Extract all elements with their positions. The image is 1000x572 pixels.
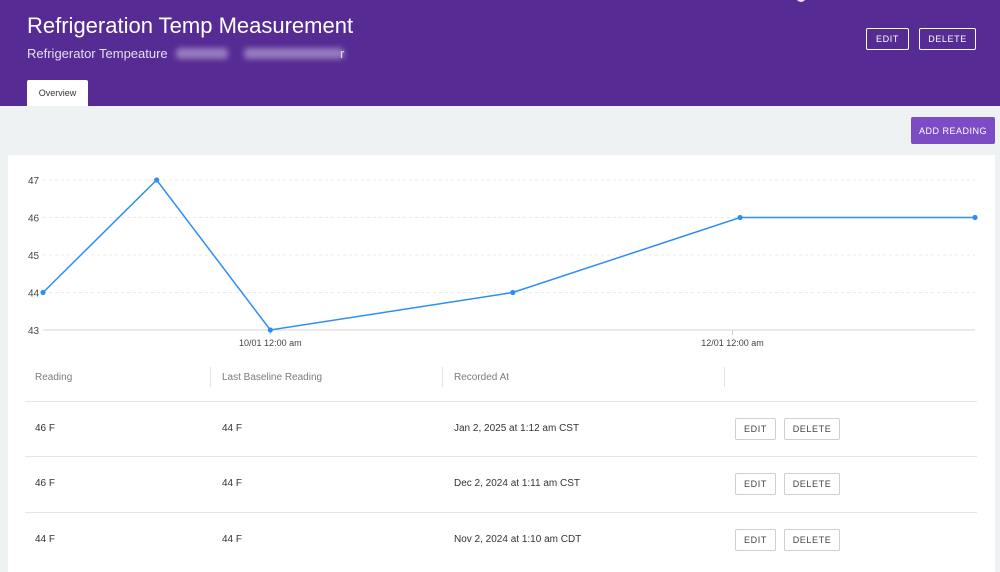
redacted-text-tail: r — [340, 46, 345, 61]
recorded-at-cell: Nov 2, 2024 at 1:10 am CDT — [454, 534, 582, 545]
table-row: 46 F 44 F Dec 2, 2024 at 1:11 am CST EDI… — [25, 456, 977, 511]
page-subtitle: Refrigerator Tempeature — [27, 46, 168, 61]
table-row: 46 F 44 F Jan 2, 2025 at 1:12 am CST EDI… — [25, 401, 977, 456]
series-line — [42, 178, 975, 331]
edit-measurement-button[interactable]: EDIT — [866, 28, 909, 50]
delete-reading-button[interactable]: DELETE — [784, 529, 840, 551]
edit-reading-button[interactable]: EDIT — [735, 529, 776, 551]
redacted-text — [244, 48, 344, 59]
baseline-cell: 44 F — [222, 534, 243, 545]
y-tick-label: 46 — [28, 214, 40, 225]
baseline-cell: 44 F — [222, 423, 243, 434]
readings-card: 43 44 45 46 47 10/01 12:00 am 12/01 12:00 am R… — [8, 155, 995, 572]
data-point — [972, 214, 978, 221]
data-point — [737, 214, 743, 221]
x-tick-label: 12/01 12:00 am — [701, 338, 764, 348]
column-divider — [724, 367, 725, 387]
column-divider — [442, 367, 443, 387]
y-tick-label: 47 — [28, 176, 40, 187]
reading-cell: 46 F — [35, 478, 56, 489]
edit-reading-button[interactable]: EDIT — [735, 473, 776, 495]
edit-reading-button[interactable]: EDIT — [735, 418, 776, 440]
y-tick-label: 44 — [28, 289, 40, 300]
add-reading-button[interactable]: ADD READING — [911, 117, 995, 144]
data-point — [40, 289, 46, 296]
delete-measurement-button[interactable]: DELETE — [919, 28, 976, 50]
redacted-text — [176, 48, 228, 59]
delete-reading-button[interactable]: DELETE — [784, 418, 840, 440]
table-row: 44 F 44 F Nov 2, 2024 at 1:10 am CDT EDI… — [25, 512, 977, 567]
top-account-strip — [790, 0, 1000, 3]
reading-cell: 44 F — [35, 534, 56, 545]
column-header-recorded-at: Recorded At — [454, 372, 510, 383]
column-header-reading: Reading — [35, 372, 73, 383]
page-title: Refrigeration Temp Measurement — [27, 13, 354, 38]
page-header: Refrigeration Temp Measurement Refrigera… — [0, 0, 1000, 106]
y-tick-label: 43 — [28, 326, 40, 337]
data-point — [510, 289, 516, 296]
avatar[interactable] — [796, 0, 806, 2]
tab-overview[interactable]: Overview — [27, 80, 88, 106]
baseline-cell: 44 F — [222, 478, 243, 489]
data-point — [267, 327, 273, 333]
column-header-baseline: Last Baseline Reading — [222, 372, 323, 383]
y-tick-label: 45 — [28, 251, 40, 262]
data-point — [154, 177, 160, 183]
delete-reading-button[interactable]: DELETE — [784, 473, 840, 495]
recorded-at-cell: Dec 2, 2024 at 1:11 am CST — [454, 478, 580, 489]
x-tick-label: 10/01 12:00 am — [239, 338, 302, 348]
temperature-chart: 43 44 45 46 47 10/01 12:00 am 12/01 12:00 am — [28, 176, 978, 348]
column-divider — [210, 367, 211, 387]
reading-cell: 46 F — [35, 423, 56, 434]
recorded-at-cell: Jan 2, 2025 at 1:12 am CST — [454, 423, 580, 434]
